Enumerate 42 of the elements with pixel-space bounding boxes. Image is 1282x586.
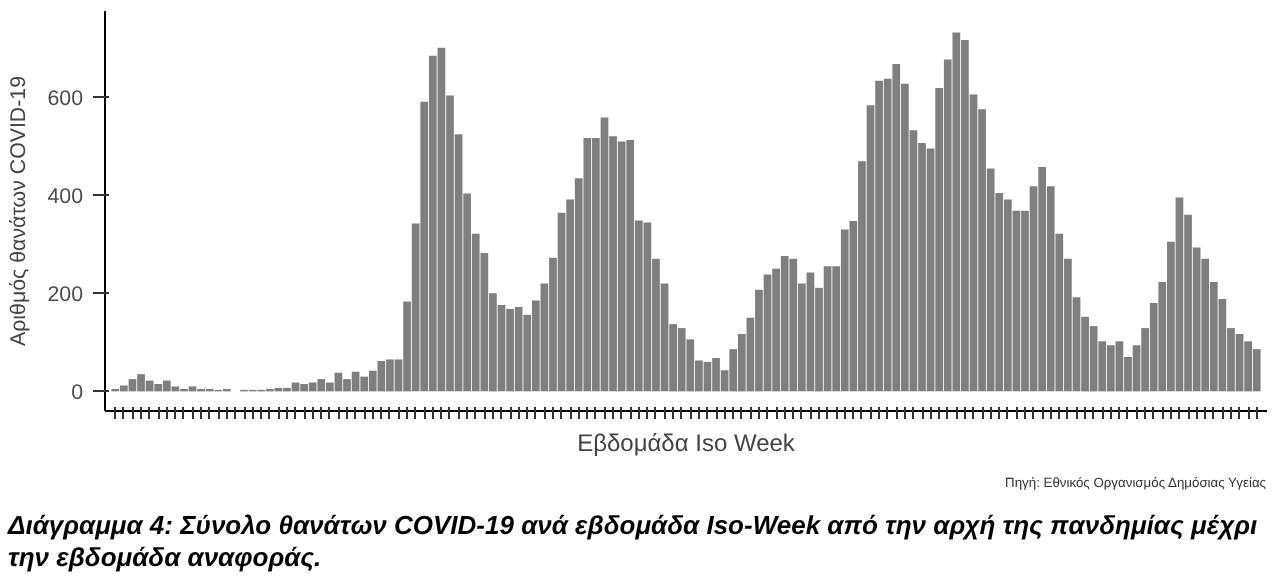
- bar: [583, 138, 592, 392]
- bar: [154, 384, 163, 392]
- x-axis-title: Εβδομάδα Iso Week: [577, 429, 797, 457]
- bar: [343, 379, 351, 392]
- bar: [137, 374, 145, 392]
- y-axis-title: Αριθμός θανάτων COVID-19: [7, 75, 32, 347]
- bar: [514, 306, 523, 392]
- bar: [806, 272, 815, 392]
- y-tick-label: 400: [47, 185, 84, 210]
- bar: [643, 222, 652, 392]
- bar: [892, 64, 901, 392]
- bar: [162, 380, 171, 392]
- y-tick-label: 200: [47, 283, 84, 308]
- bar: [626, 140, 635, 392]
- bar: [600, 117, 609, 392]
- y-tick-label: 600: [47, 86, 84, 111]
- bar: [428, 55, 437, 392]
- bar: [1106, 345, 1115, 392]
- bar: [840, 229, 849, 392]
- bar: [1115, 341, 1124, 392]
- bar: [1003, 199, 1012, 392]
- bar: [617, 141, 626, 392]
- bar: [952, 32, 961, 392]
- bar: [712, 357, 720, 392]
- bar: [677, 328, 686, 392]
- bar: [317, 379, 326, 392]
- bar: [308, 382, 317, 392]
- bar: [188, 386, 197, 392]
- bar: [377, 360, 386, 392]
- bar: [1252, 349, 1261, 392]
- bar: [780, 255, 789, 392]
- y-tick-label: 0: [71, 381, 84, 406]
- bar: [789, 258, 798, 392]
- bar: [823, 266, 832, 392]
- bar: [1038, 167, 1047, 392]
- bar: [360, 376, 369, 392]
- bar: [763, 274, 772, 392]
- text: Διάγραμμα 4: Σύνολο θανάτων COVID-19 ανά εβδομάδα Iso-Week από την αρχή της πανδημίας μέχρι την εβδομάδα αναφοράς.: [8, 510, 1260, 573]
- bar: [1175, 197, 1184, 392]
- bar: [1235, 333, 1244, 392]
- bar: [437, 47, 446, 392]
- bar: [171, 386, 180, 392]
